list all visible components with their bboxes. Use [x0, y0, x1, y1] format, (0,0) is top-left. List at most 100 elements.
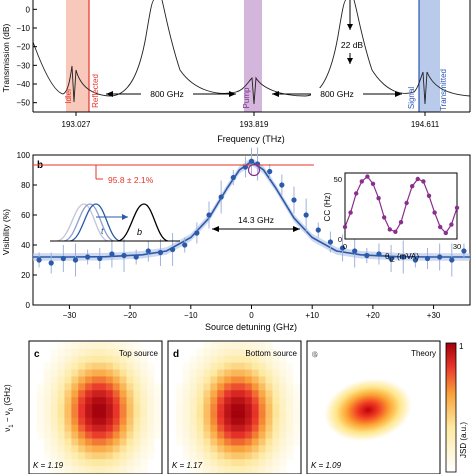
- pulse-sketch-black: [117, 203, 169, 242]
- map-pixel: [251, 410, 259, 419]
- map-pixel: [85, 355, 93, 363]
- map-pixel: [258, 355, 266, 363]
- visibility-point: [339, 245, 346, 251]
- map-pixel: [78, 383, 86, 391]
- map-pixel: [217, 445, 225, 453]
- x-tick-label-b: −10: [184, 311, 198, 320]
- map-pixel: [251, 369, 259, 377]
- map-pixel: [147, 417, 155, 426]
- map-pixel: [112, 404, 120, 412]
- map-pixel: [50, 369, 58, 377]
- map-pixel: [293, 404, 301, 412]
- map-pixel: [112, 376, 120, 384]
- map-pixel: [224, 445, 232, 453]
- map-pixel: [112, 362, 120, 370]
- inset-point: [354, 191, 359, 196]
- map-pixel: [189, 438, 197, 446]
- map-pixel: [71, 438, 79, 446]
- map-pixel: [196, 431, 204, 439]
- map-pixel: [175, 410, 184, 419]
- map-pixel: [251, 417, 259, 426]
- map-pixel: [224, 383, 232, 391]
- map-pixel: [133, 383, 141, 391]
- map-pixel: [112, 417, 120, 426]
- visibility-point: [72, 257, 79, 263]
- map-pixel: [258, 376, 266, 384]
- map-pixel: [112, 369, 120, 377]
- map-pixel: [279, 466, 287, 474]
- map-pixel: [217, 390, 225, 398]
- map-pixel: [258, 362, 266, 370]
- map-pixel: [57, 362, 65, 370]
- y-tick-label-b: 0: [26, 301, 31, 310]
- map-pixel: [140, 459, 148, 467]
- map-pixel: [57, 438, 65, 446]
- map-pixel: [43, 438, 51, 446]
- map-pixel: [92, 452, 100, 460]
- visibility-point: [157, 249, 164, 256]
- map-pixel: [92, 410, 100, 419]
- map-pixel: [217, 355, 225, 363]
- map-pixel: [210, 431, 218, 439]
- map-pixel: [189, 424, 197, 432]
- visibility-points: [36, 147, 467, 277]
- map-pixel: [203, 383, 211, 391]
- map-pixel: [203, 355, 211, 363]
- map-pixel: [203, 390, 211, 398]
- map-pixel: [251, 424, 259, 432]
- y-axis-label-a: Transmission (dB): [1, 24, 11, 93]
- map-pixel: [182, 369, 190, 377]
- inset-point: [426, 193, 432, 198]
- visibility-point: [194, 230, 200, 236]
- map-pixel: [85, 459, 93, 467]
- inset-point: [398, 220, 404, 225]
- map-pixel: [244, 459, 253, 467]
- map-pixel: [293, 390, 301, 398]
- visibility-point: [424, 255, 431, 262]
- map-pixel: [203, 452, 211, 460]
- map-pixel: [210, 424, 218, 432]
- map-pixel: [251, 459, 259, 467]
- map-e-title: Theory: [411, 349, 436, 358]
- map-pixel: [140, 390, 148, 398]
- map-pixel: [286, 410, 294, 419]
- map-pixel: [119, 452, 127, 460]
- map-pixel: [286, 438, 294, 446]
- map-e-distribution: [316, 373, 420, 447]
- map-pixel: [189, 362, 197, 370]
- map-pixel: [64, 397, 72, 405]
- map-pixel: [147, 410, 155, 419]
- map-pixel: [43, 390, 51, 398]
- visibility-point: [364, 252, 370, 259]
- spacing-label-right: 800 GHz: [320, 89, 354, 99]
- visibility-point: [218, 194, 224, 200]
- signal-band: [419, 0, 440, 112]
- inset-point: [365, 174, 370, 179]
- map-pixel: [196, 410, 204, 419]
- map-pixel: [279, 417, 287, 426]
- map-pixel: [98, 383, 107, 391]
- map-pixel: [78, 342, 86, 350]
- map-pixel: [210, 355, 218, 363]
- map-pixel: [133, 342, 141, 350]
- map-pixel: [78, 466, 86, 474]
- map-pixel: [133, 459, 141, 467]
- visibility-point: [267, 168, 273, 175]
- pulse-sketch-light: [56, 203, 109, 242]
- map-pixel: [279, 362, 287, 370]
- visibility-point: [242, 164, 249, 170]
- map-pixel: [50, 424, 58, 432]
- inset-point: [415, 176, 420, 182]
- map-pixel: [119, 348, 127, 357]
- map-pixel: [78, 431, 86, 439]
- map-pixel: [272, 376, 280, 384]
- inset-point: [432, 210, 437, 215]
- map-pixel: [265, 348, 273, 357]
- y-ticks-b: 0 20 40 60 80 100: [17, 151, 37, 310]
- visibility-point: [206, 212, 212, 218]
- map-pixel: [105, 376, 114, 384]
- map-pixel: [265, 424, 273, 432]
- map-pixel: [217, 376, 225, 384]
- map-pixel: [126, 466, 134, 474]
- map-pixel: [182, 431, 190, 439]
